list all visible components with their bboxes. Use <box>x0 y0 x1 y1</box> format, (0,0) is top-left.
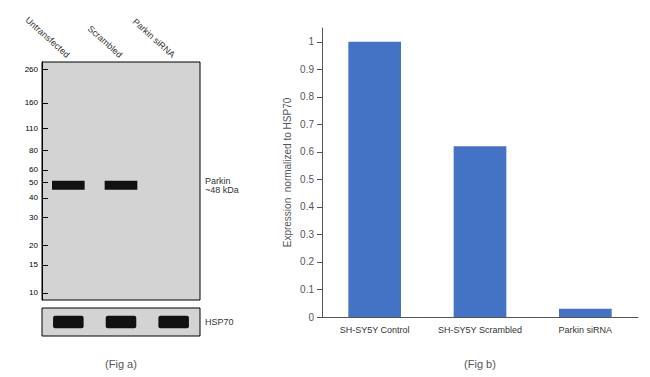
svg-text:Parkin: Parkin <box>205 175 231 186</box>
svg-text:0.5: 0.5 <box>300 174 314 185</box>
svg-text:110: 110 <box>25 124 38 133</box>
svg-text:Parkin siRNA: Parkin siRNA <box>559 325 613 335</box>
svg-text:0.2: 0.2 <box>300 256 314 267</box>
svg-text:30: 30 <box>29 213 38 222</box>
svg-text:Scrambled: Scrambled <box>86 24 125 60</box>
svg-text:40: 40 <box>29 193 38 202</box>
svg-text:HSP70: HSP70 <box>205 317 234 327</box>
svg-text:0.9: 0.9 <box>300 64 314 75</box>
svg-text:(Fig b): (Fig b) <box>464 358 496 370</box>
svg-text:0.8: 0.8 <box>300 91 314 102</box>
svg-text:15: 15 <box>29 260 38 269</box>
svg-text:10: 10 <box>29 288 38 297</box>
svg-text:0: 0 <box>308 312 314 323</box>
svg-text:Untransfected: Untransfected <box>23 15 71 60</box>
svg-text:SH-SY5Y Scrambled: SH-SY5Y Scrambled <box>438 325 522 335</box>
svg-text:SH-SY5Y Control: SH-SY5Y Control <box>340 325 410 335</box>
svg-text:~48 kDa: ~48 kDa <box>205 185 239 195</box>
svg-text:260: 260 <box>25 65 39 74</box>
svg-text:80: 80 <box>29 146 38 155</box>
svg-text:0.4: 0.4 <box>300 201 314 212</box>
svg-text:0.7: 0.7 <box>300 119 314 130</box>
svg-text:Expression normalized to HSP7: Expression normalized to HSP70 <box>282 97 293 247</box>
svg-text:0.1: 0.1 <box>300 284 314 295</box>
svg-text:60: 60 <box>29 165 38 174</box>
svg-text:Parkin siRNA: Parkin siRNA <box>131 17 177 60</box>
svg-text:0.6: 0.6 <box>300 146 314 157</box>
svg-text:(Fig a): (Fig a) <box>105 358 137 370</box>
svg-text:20: 20 <box>29 241 38 250</box>
svg-text:0.3: 0.3 <box>300 229 314 240</box>
svg-text:50: 50 <box>29 178 38 187</box>
svg-text:160: 160 <box>25 98 39 107</box>
svg-text:1: 1 <box>308 36 314 47</box>
